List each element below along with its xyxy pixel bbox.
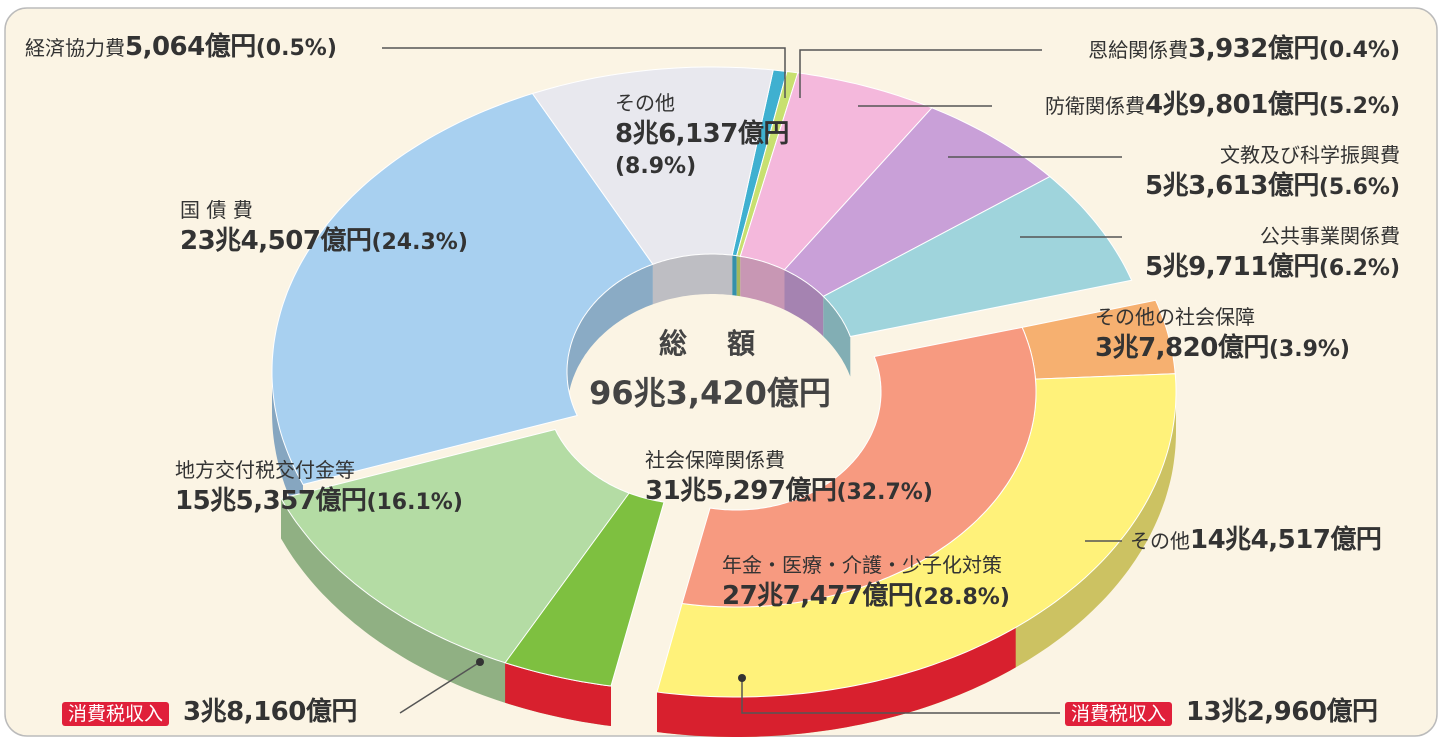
slice-side — [272, 372, 303, 525]
leader-line — [382, 47, 786, 98]
label-percent: (8.9%) — [615, 154, 697, 179]
annotation: その他14兆4,517億円 — [1130, 525, 1382, 557]
slice-inner-wall — [567, 264, 653, 412]
annotation-label: その他 — [1130, 529, 1190, 553]
leader-dot — [738, 674, 746, 682]
annotation-amount: 14兆4,517億円 — [1190, 525, 1382, 555]
slice-label: 国 債 費 23兆4,507億円(24.3%) — [180, 195, 468, 258]
label-amount: 31兆5,297億円 — [645, 476, 837, 506]
slice-label: 防衛関係費4兆9,801億円(5.2%) — [1045, 90, 1400, 122]
label-name: 公共事業関係費 — [1260, 224, 1400, 248]
label-name: 恩給関係費 — [1088, 38, 1189, 62]
slice-label: 公共事業関係費 5兆9,711億円(6.2%) — [1145, 221, 1400, 284]
slice-label: その他 8兆6,137億円 (8.9%) — [615, 88, 789, 182]
label-name: 社会保障関係費 — [645, 448, 785, 472]
slice-label: 恩給関係費3,932億円(0.4%) — [1088, 34, 1400, 66]
label-percent: (24.3%) — [371, 230, 468, 255]
center-label: 総 額 — [658, 327, 761, 360]
slice-inner-wall — [732, 255, 737, 296]
label-amount: 15兆5,357億円 — [175, 486, 367, 516]
label-name: 年金・医療・介護・少子化対策 — [722, 553, 1002, 577]
label-amount: 3兆7,820億円 — [1095, 333, 1269, 363]
label-amount: 5兆9,711億円 — [1145, 252, 1319, 282]
label-amount: 8兆6,137億円 — [615, 119, 789, 149]
slice-inner-wall — [784, 269, 824, 337]
slice-inner-wall — [736, 255, 741, 297]
label-name: 地方交付税交付金等 — [175, 458, 355, 482]
leader-line — [741, 678, 1060, 714]
annotation-amount: 13兆2,960億円 — [1186, 697, 1378, 727]
tax-band — [505, 662, 611, 726]
leader-line — [399, 661, 481, 714]
label-name: その他 — [615, 91, 675, 115]
label-amount: 4兆9,801億円 — [1145, 90, 1319, 120]
label-amount: 5,064億円 — [125, 32, 256, 62]
label-percent: (5.6%) — [1318, 175, 1400, 200]
annotation-amount: 3兆8,160億円 — [183, 697, 357, 727]
slice-inner-wall — [740, 256, 785, 310]
label-percent: (28.8%) — [913, 585, 1010, 610]
label-percent: (16.1%) — [366, 490, 463, 515]
label-name: 文教及び科学振興費 — [1220, 143, 1400, 167]
leader-lines — [382, 47, 1122, 714]
label-percent: (3.9%) — [1268, 337, 1350, 362]
slice-label: 地方交付税交付金等 15兆5,357億円(16.1%) — [175, 455, 463, 518]
slice — [531, 66, 774, 265]
slice-inner-wall — [652, 254, 733, 305]
label-name: その他の社会保障 — [1095, 305, 1255, 329]
label-amount: 23兆4,507億円 — [180, 226, 372, 256]
label-percent: (32.7%) — [836, 480, 933, 505]
tax-band — [657, 627, 1016, 737]
annotation: 消費税収入 3兆8,160億円 — [62, 697, 357, 730]
label-amount: 3,932億円 — [1188, 34, 1319, 64]
label-name: 国 債 費 — [180, 198, 253, 222]
slice-label: 経済協力費5,064億円(0.5%) — [25, 32, 337, 64]
slice-label: 文教及び科学振興費 5兆3,613億円(5.6%) — [1145, 140, 1400, 203]
slice-inner-wall — [823, 296, 851, 377]
annotation-label: 消費税収入 — [62, 702, 170, 726]
leader-line — [799, 49, 1042, 98]
tax-part — [504, 492, 665, 687]
group-label: 社会保障関係費 31兆5,297億円(32.7%) — [645, 445, 933, 508]
annotation: 消費税収入 13兆2,960億円 — [1065, 697, 1378, 730]
label-percent: (5.2%) — [1318, 94, 1400, 119]
label-amount: 5兆3,613億円 — [1145, 171, 1319, 201]
label-amount: 27兆7,477億円 — [722, 581, 914, 611]
label-name: 防衛関係費 — [1045, 94, 1146, 118]
annotation-label: 消費税収入 — [1065, 702, 1173, 726]
slice — [822, 175, 1133, 338]
label-percent: (0.5%) — [255, 36, 337, 61]
label-percent: (0.4%) — [1318, 38, 1400, 63]
label-name: 経済協力費 — [25, 36, 125, 60]
donut — [271, 66, 1177, 737]
slice-label: その他の社会保障 3兆7,820億円(3.9%) — [1095, 302, 1350, 365]
slice-label: 年金・医療・介護・少子化対策 27兆7,477億円(28.8%) — [722, 550, 1010, 613]
leader-dot — [476, 658, 484, 666]
label-percent: (6.2%) — [1318, 256, 1400, 281]
center-value: 96兆3,420億円 — [589, 374, 831, 412]
group-slice — [681, 326, 1037, 608]
